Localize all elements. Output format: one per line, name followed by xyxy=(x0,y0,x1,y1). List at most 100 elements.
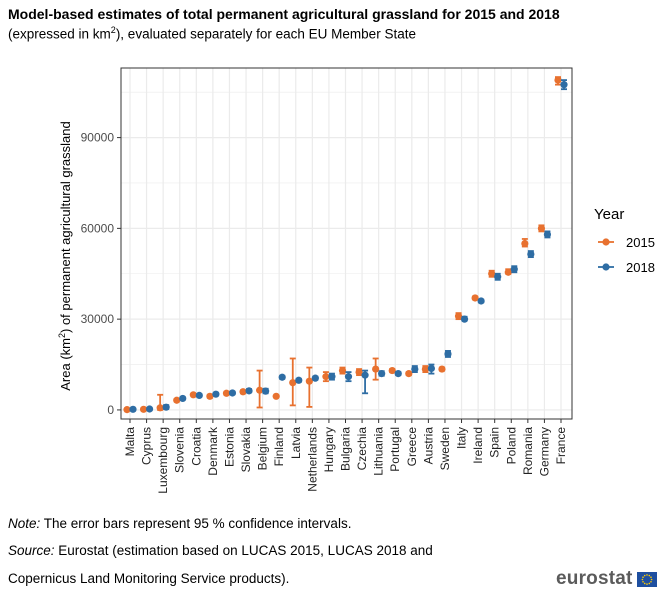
data-point xyxy=(510,265,518,273)
x-tick-label: Austria xyxy=(421,427,435,465)
legend-items: 2015 2018 xyxy=(598,235,655,275)
y-axis-label: Area (km2) of permanent agricultural gra… xyxy=(57,121,73,390)
data-point xyxy=(355,368,363,376)
data-point xyxy=(477,297,485,305)
x-tick-label: Poland xyxy=(504,427,518,464)
data-point xyxy=(388,366,396,375)
data-point xyxy=(139,405,148,413)
data-point xyxy=(494,273,502,281)
x-tick-label: Italy xyxy=(455,427,469,449)
data-point xyxy=(372,365,380,373)
source-line-2: Copernicus Land Monitoring Service produ… xyxy=(8,571,289,586)
x-tick-label: Spain xyxy=(488,427,502,458)
x-tick-label: Hungary xyxy=(322,427,336,472)
data-point xyxy=(228,389,237,397)
legend-item-2018: 2018 xyxy=(598,260,655,275)
note-label: Note: xyxy=(8,516,41,531)
data-point xyxy=(488,270,496,278)
source-text: Eurostat (estimation based on LUCAS 2015… xyxy=(54,543,433,558)
data-point xyxy=(344,373,353,381)
data-point xyxy=(527,250,535,258)
data-point xyxy=(173,396,181,404)
data-point xyxy=(278,373,286,381)
data-point xyxy=(504,268,512,276)
data-point xyxy=(295,376,303,384)
source-label: Source: xyxy=(8,543,55,558)
x-tick-label: Bulgaria xyxy=(339,427,353,471)
data-point xyxy=(405,370,413,378)
x-tick-label: Ireland xyxy=(471,427,485,464)
data-point xyxy=(328,373,336,381)
x-tick-label: Czechia xyxy=(355,427,369,471)
data-point xyxy=(438,365,446,373)
legend-title: Year xyxy=(594,206,624,223)
data-point xyxy=(521,239,529,248)
ylabel-post: ) of permanent agricultural grassland xyxy=(58,121,73,333)
data-point xyxy=(554,76,562,84)
logo-text: eurostat xyxy=(556,568,633,589)
source-text-2: Copernicus Land Monitoring Service produ… xyxy=(8,571,290,586)
panel-border xyxy=(120,67,573,420)
chart-title: Model-based estimates of total permanent… xyxy=(8,6,560,22)
data-point xyxy=(195,391,203,399)
x-tick-label: Slovakia xyxy=(239,427,253,473)
data-point xyxy=(222,389,231,397)
note-error-bars: Note: The error bars represent 95 % conf… xyxy=(8,516,351,531)
x-tick-label: Luxembourg xyxy=(156,427,170,494)
data-point xyxy=(427,364,435,373)
series-2015 xyxy=(123,76,562,414)
x-tick-label: Greece xyxy=(405,427,419,467)
y-tick-label: 30000 xyxy=(81,312,115,326)
x-tick-label: Romania xyxy=(521,427,535,475)
data-point xyxy=(460,315,469,323)
legend-marker xyxy=(602,263,610,271)
x-tick-label: Estonia xyxy=(222,427,236,467)
data-point xyxy=(189,391,197,399)
ylabel-pre: Area (km xyxy=(58,338,73,391)
series-2018 xyxy=(129,79,568,413)
data-point xyxy=(245,387,253,395)
x-axis: Malta Cyprus Luxembourg Slovenia Croatia Denm… xyxy=(123,419,568,494)
x-tick-label: Denmark xyxy=(206,426,220,476)
data-point xyxy=(421,365,429,373)
legend-label: 2018 xyxy=(626,260,655,275)
source-line: Source: Eurostat (estimation based on LU… xyxy=(8,543,433,558)
x-tick-label: Portugal xyxy=(388,427,402,472)
y-tick-label: 90000 xyxy=(81,131,115,145)
legend-item-2015: 2015 xyxy=(598,235,655,250)
data-point xyxy=(537,224,546,232)
data-point xyxy=(322,373,330,381)
y-tick-label: 60000 xyxy=(81,221,115,235)
data-point xyxy=(560,81,568,89)
data-point xyxy=(361,371,369,379)
note-text: The error bars represent 95 % confidence… xyxy=(40,516,352,531)
x-tick-label: Belgium xyxy=(256,427,270,470)
legend: Year 2015 2018 xyxy=(594,206,655,275)
data-point xyxy=(454,312,463,320)
data-point xyxy=(262,387,270,395)
data-point xyxy=(179,394,187,403)
data-point xyxy=(239,388,247,396)
x-tick-label: Croatia xyxy=(189,427,203,466)
eurostat-logo: eurostat xyxy=(556,568,657,590)
grid-layer xyxy=(121,68,572,419)
data-point xyxy=(311,374,319,382)
x-tick-label: Finland xyxy=(272,427,286,466)
chart-subtitle: (expressed in km2), evaluated separately… xyxy=(8,25,416,42)
data-point xyxy=(471,294,479,302)
data-point xyxy=(145,405,154,413)
subtitle-post: ), evaluated separately for each EU Memb… xyxy=(115,26,416,42)
data-point xyxy=(129,405,137,413)
legend-label: 2015 xyxy=(626,235,655,250)
data-point xyxy=(543,230,552,239)
x-tick-label: Netherlands xyxy=(305,427,319,492)
eu-flag-icon xyxy=(636,571,657,587)
subtitle-pre: (expressed in km xyxy=(8,26,111,42)
x-tick-label: Lithuania xyxy=(372,427,386,476)
x-tick-label: Slovenia xyxy=(173,427,187,473)
data-point xyxy=(444,350,452,358)
x-tick-label: Sweden xyxy=(438,427,452,470)
x-tick-label: France xyxy=(554,427,568,465)
x-tick-label: Latvia xyxy=(289,427,303,459)
